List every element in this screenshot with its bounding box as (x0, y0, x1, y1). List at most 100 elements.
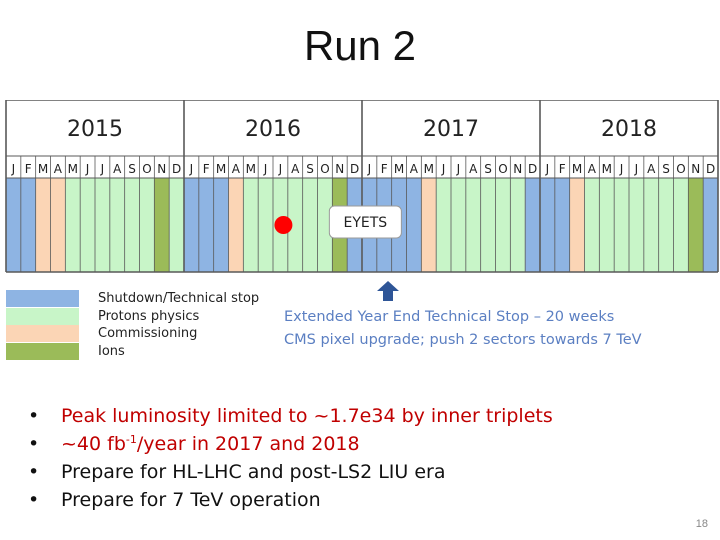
month-label-2016-7: J (278, 162, 283, 176)
month-bar-2016-5 (243, 178, 259, 272)
legend-label-ions: Ions (98, 344, 125, 359)
month-bar-2015-11 (154, 178, 170, 272)
legend-label-shutdown: Shutdown/Technical stop (98, 291, 260, 306)
eyets-label: EYETS (344, 215, 388, 231)
legend-item-protons: Protons physics (6, 308, 276, 325)
month-bar-2016-8 (287, 178, 303, 272)
month-bar-2015-12 (169, 178, 184, 272)
month-bar-2018-10 (673, 178, 689, 272)
year-label-2016: 2016 (245, 117, 301, 142)
month-label-2018-5: M (602, 162, 612, 176)
month-label-2015-1: J (11, 162, 16, 176)
month-bar-2018-9 (658, 178, 674, 272)
month-bar-2017-6 (436, 178, 451, 272)
month-label-2017-7: J (456, 162, 461, 176)
month-bar-2016-4 (228, 178, 244, 272)
month-label-2017-9: S (484, 162, 492, 176)
month-label-2015-3: M (38, 162, 48, 176)
month-bar-2015-7 (95, 178, 110, 272)
month-bar-2016-2 (198, 178, 214, 272)
year-label-2018: 2018 (601, 117, 657, 142)
month-bar-2015-6 (80, 178, 95, 272)
month-label-2016-4: A (232, 162, 241, 176)
bullet-dot: • (28, 433, 40, 455)
bullet-text-2-pre: ~40 fb (61, 433, 126, 455)
month-bar-2016-3 (213, 178, 229, 272)
month-label-2015-5: M (68, 162, 78, 176)
month-label-2015-7: J (100, 162, 105, 176)
month-label-2015-2: F (25, 162, 32, 176)
month-bar-2015-1 (6, 178, 21, 272)
month-label-2017-12: D (528, 162, 537, 176)
month-label-2016-1: J (189, 162, 194, 176)
bullet-text-2-post: /year in 2017 and 2018 (136, 433, 360, 455)
month-bar-2015-5 (65, 178, 81, 272)
month-label-2015-10: O (142, 162, 151, 176)
month-label-2016-12: D (350, 162, 359, 176)
legend-swatch-shutdown (6, 290, 79, 307)
year-label-2015: 2015 (67, 117, 123, 142)
legend-label-protons: Protons physics (98, 309, 200, 324)
month-label-2016-9: S (306, 162, 314, 176)
month-label-2016-5: M (246, 162, 256, 176)
month-label-2016-10: O (320, 162, 329, 176)
month-label-2016-2: F (203, 162, 210, 176)
year-label-2017: 2017 (423, 117, 479, 142)
month-bar-2017-11 (510, 178, 526, 272)
month-bar-2015-3 (35, 178, 51, 272)
month-bar-2015-10 (139, 178, 155, 272)
month-label-2018-9: S (662, 162, 670, 176)
month-bar-2018-3 (569, 178, 585, 272)
month-bar-2018-4 (584, 178, 600, 272)
eyets-note-line2: CMS pixel upgrade; push 2 sectors toward… (284, 332, 642, 348)
bullet-item-1: • Peak luminosity limited to ~1.7e34 by … (28, 402, 553, 430)
month-label-2018-7: J (634, 162, 639, 176)
month-label-2018-4: A (588, 162, 597, 176)
bullet-item-4: • Prepare for 7 TeV operation (28, 486, 553, 514)
bullet-item-2: • ~40 fb-1/year in 2017 and 2018 (28, 430, 553, 458)
legend: Shutdown/Technical stop Protons physics … (6, 290, 276, 360)
month-bar-2018-2 (554, 178, 570, 272)
month-bar-2016-6 (258, 178, 273, 272)
month-label-2018-11: N (691, 162, 700, 176)
month-label-2018-2: F (559, 162, 566, 176)
bullet-list: • Peak luminosity limited to ~1.7e34 by … (28, 402, 553, 514)
slide-title: Run 2 (303, 22, 417, 69)
month-bar-2017-9 (480, 178, 496, 272)
month-bar-2016-10 (317, 178, 333, 272)
month-label-2017-10: O (498, 162, 507, 176)
bullet-text-4: Prepare for 7 TeV operation (61, 489, 321, 511)
month-label-2016-11: N (335, 162, 344, 176)
month-label-2018-12: D (706, 162, 715, 176)
month-bar-2015-8 (109, 178, 125, 272)
bullet-text-3: Prepare for HL-LHC and post-LS2 LIU era (61, 461, 446, 483)
bullet-dot: • (28, 461, 40, 483)
month-bar-2018-11 (688, 178, 704, 272)
month-label-2015-9: S (128, 162, 136, 176)
legend-swatch-ions (6, 343, 79, 360)
bullet-dot: • (28, 405, 40, 427)
legend-label-commissioning: Commissioning (98, 326, 198, 341)
month-bar-2018-6 (614, 178, 629, 272)
month-bar-2017-7 (451, 178, 466, 272)
month-bar-2018-12 (703, 178, 718, 272)
bullet-text-2-sup: -1 (125, 433, 137, 446)
month-label-2016-8: A (291, 162, 300, 176)
month-label-2018-1: J (545, 162, 550, 176)
month-bar-2015-2 (20, 178, 36, 272)
page-number: 18 (695, 518, 708, 530)
month-label-2018-10: O (676, 162, 685, 176)
legend-swatch-commissioning (6, 325, 79, 342)
month-label-2017-8: A (469, 162, 478, 176)
legend-item-ions: Ions (6, 343, 276, 360)
month-label-2017-6: J (441, 162, 446, 176)
month-label-2018-6: J (619, 162, 624, 176)
month-label-2015-4: A (54, 162, 63, 176)
month-bar-2018-5 (599, 178, 615, 272)
month-bar-2015-4 (50, 178, 66, 272)
bullet-dot: • (28, 489, 40, 511)
month-label-2017-4: A (410, 162, 419, 176)
month-label-2015-6: J (85, 162, 90, 176)
month-label-2015-12: D (172, 162, 181, 176)
